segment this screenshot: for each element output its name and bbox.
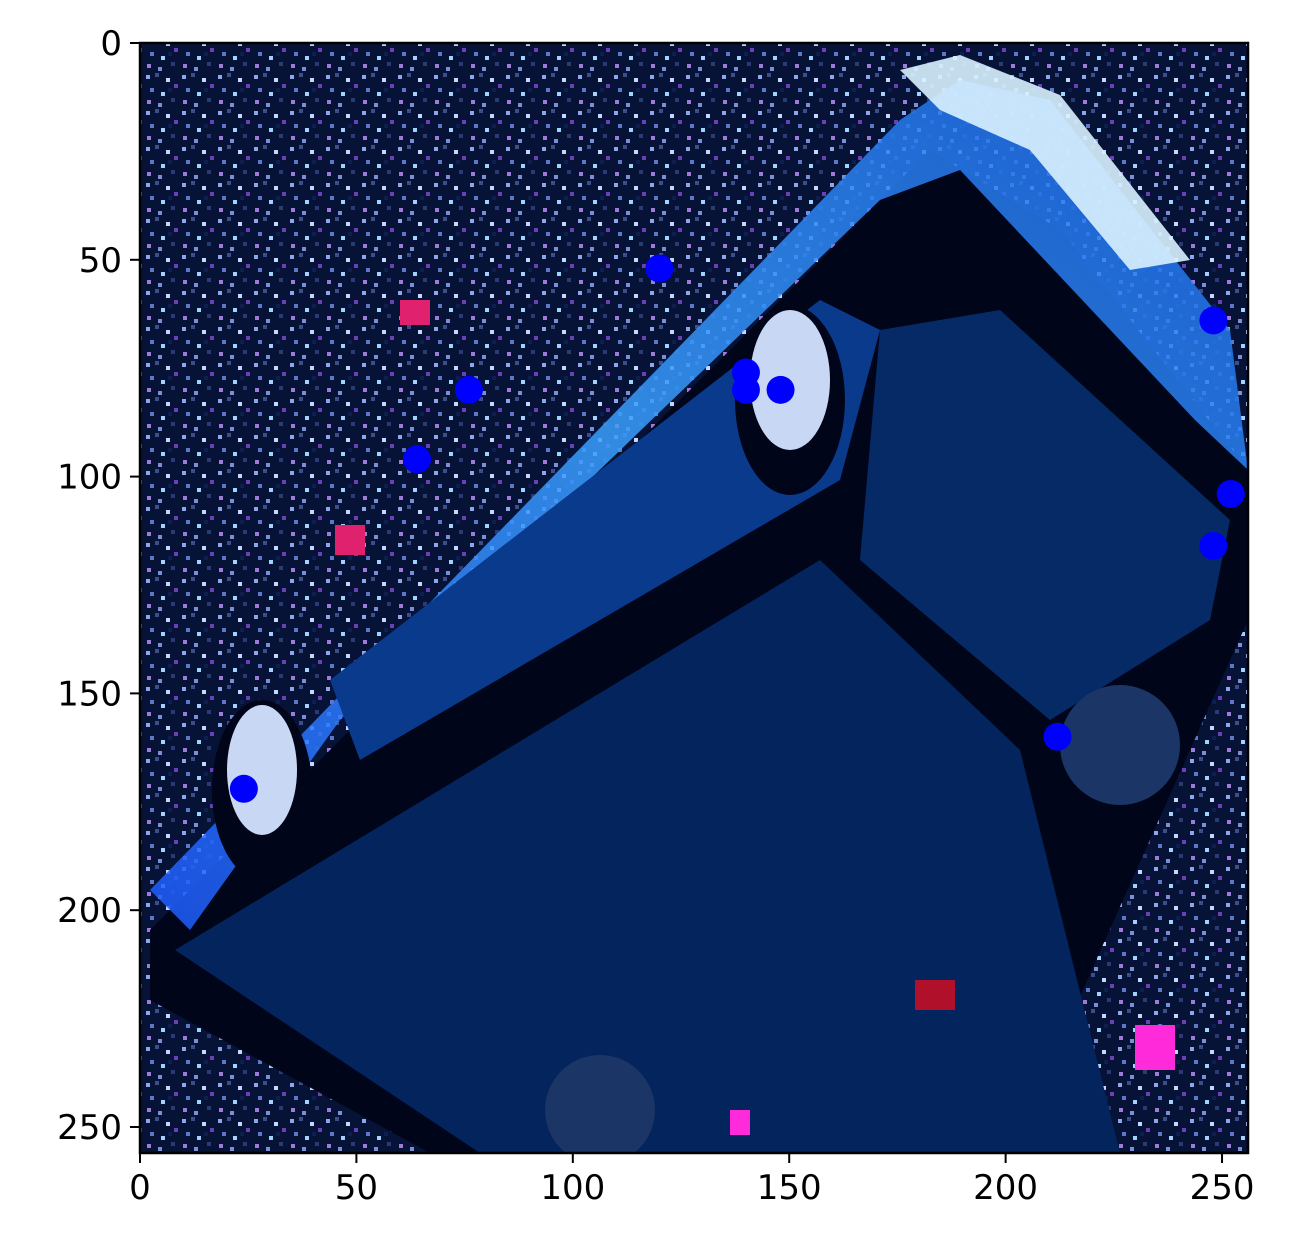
y-tick-label: 150 bbox=[57, 674, 122, 714]
x-tick-label: 250 bbox=[1190, 1168, 1255, 1208]
scatter-point bbox=[229, 774, 258, 803]
x-axis-ticks: 0 50 100 150 200 250 bbox=[129, 1153, 1254, 1208]
x-tick-label: 200 bbox=[973, 1168, 1038, 1208]
plot-frame bbox=[138, 41, 1250, 1155]
x-tick-label: 150 bbox=[757, 1168, 822, 1208]
x-tick-label: 100 bbox=[540, 1168, 605, 1208]
scatter-point bbox=[403, 445, 431, 474]
scatter-point bbox=[1043, 722, 1072, 751]
scatter-point bbox=[454, 375, 483, 404]
x-tick-label: 50 bbox=[335, 1168, 378, 1208]
x-tick-label: 0 bbox=[129, 1168, 151, 1208]
scatter-points bbox=[229, 254, 1245, 803]
y-tick-label: 0 bbox=[100, 24, 122, 64]
scatter-point bbox=[1199, 306, 1228, 335]
scatter-point bbox=[645, 254, 674, 283]
scatter-point bbox=[731, 375, 760, 404]
background-image bbox=[140, 43, 1248, 1153]
y-tick-label: 200 bbox=[57, 891, 122, 931]
y-tick-label: 50 bbox=[79, 241, 122, 281]
y-axis-ticks: 0 50 100 150 200 250 bbox=[57, 24, 140, 1148]
scatter-point bbox=[1216, 479, 1245, 508]
scatter-point bbox=[766, 375, 795, 404]
y-tick-label: 250 bbox=[57, 1108, 122, 1148]
y-tick-label: 100 bbox=[57, 458, 122, 498]
scatter-point bbox=[1199, 531, 1228, 560]
